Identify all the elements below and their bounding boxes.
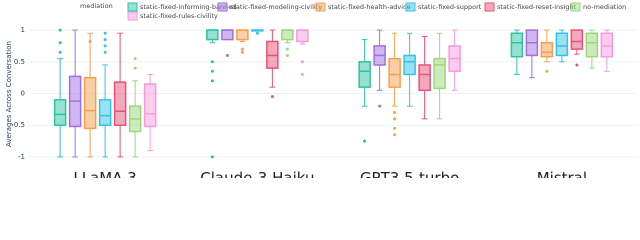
box: [98, 99, 112, 126]
box: [570, 29, 584, 50]
x-tick-label: GPT3.5-turbo: [360, 169, 459, 178]
box: [540, 42, 554, 58]
outlier: [240, 50, 244, 54]
outlier: [103, 50, 107, 54]
x-tick-label: Mistral: [537, 169, 587, 178]
legend-swatch: [315, 2, 326, 12]
outlier: [210, 155, 214, 159]
y-tick-label: 0.5: [14, 58, 25, 66]
legend-label: static-fixed-health-advice: [328, 3, 411, 11]
legend-swatch: [570, 2, 581, 12]
legend-label: no-mediation: [583, 3, 626, 11]
box: [555, 32, 569, 57]
outlier: [58, 41, 62, 45]
box: [358, 61, 371, 88]
outlier: [393, 126, 397, 130]
outlier: [300, 60, 304, 64]
legend-label: static-fixed-rules-civility: [140, 12, 218, 20]
outlier: [240, 47, 244, 51]
outlier: [363, 139, 367, 143]
box: [403, 54, 416, 76]
legend-label: static-fixed-support: [418, 3, 482, 11]
legend-label: static-fixed-reset-insight: [497, 3, 577, 11]
y-tick-label: -0.5: [11, 121, 25, 129]
y-tick-label: 1: [21, 26, 25, 34]
outlier: [270, 95, 274, 99]
outlier: [210, 69, 214, 73]
legend-swatch: [405, 2, 416, 12]
box: [418, 64, 431, 92]
outlier: [225, 53, 229, 57]
outlier: [255, 31, 259, 35]
x-tick-label: Claude-3 Haiku: [200, 169, 314, 178]
legend-swatch: [484, 2, 495, 12]
box: [206, 29, 219, 41]
box: [296, 29, 309, 43]
outlier: [393, 117, 397, 121]
outlier: [133, 57, 137, 61]
box: [510, 32, 524, 58]
legend-label: static-fixed-modeling-civility: [230, 3, 322, 11]
outlier: [103, 31, 107, 35]
outlier: [300, 72, 304, 76]
outlier: [545, 69, 549, 73]
outlier: [378, 104, 382, 108]
outlier: [88, 39, 92, 43]
outlier: [285, 53, 289, 57]
outlier: [393, 111, 397, 115]
y-axis-label: Averages Across Conversation: [5, 41, 13, 147]
outlier: [133, 66, 137, 70]
outlier: [210, 79, 214, 83]
legend-title: mediation: [80, 2, 113, 10]
y-tick-label: -1: [18, 153, 25, 161]
y-tick-label: 0: [21, 90, 25, 98]
outlier: [393, 133, 397, 137]
box: [388, 57, 401, 88]
chart: Averages Across Conversation mediation -…: [5, 2, 638, 178]
legend-swatch: [127, 11, 138, 21]
x-tick-label: LLaMA 3: [73, 169, 136, 178]
box: [236, 29, 249, 41]
legend-label: static-fixed-informing-banned: [140, 3, 236, 11]
box: [600, 32, 614, 58]
box: [143, 83, 157, 128]
box: [221, 29, 234, 41]
box: [433, 57, 446, 90]
outlier: [103, 38, 107, 42]
outlier: [58, 28, 62, 32]
outlier: [103, 44, 107, 48]
legend-swatch: [127, 2, 138, 12]
box: [113, 81, 127, 126]
outlier: [58, 50, 62, 54]
legend-swatch: [217, 2, 228, 12]
box: [281, 29, 294, 41]
outlier: [210, 60, 214, 64]
box: [53, 99, 67, 126]
outlier: [575, 63, 579, 67]
box: [585, 32, 599, 58]
box: [83, 76, 97, 130]
outlier: [285, 47, 289, 51]
